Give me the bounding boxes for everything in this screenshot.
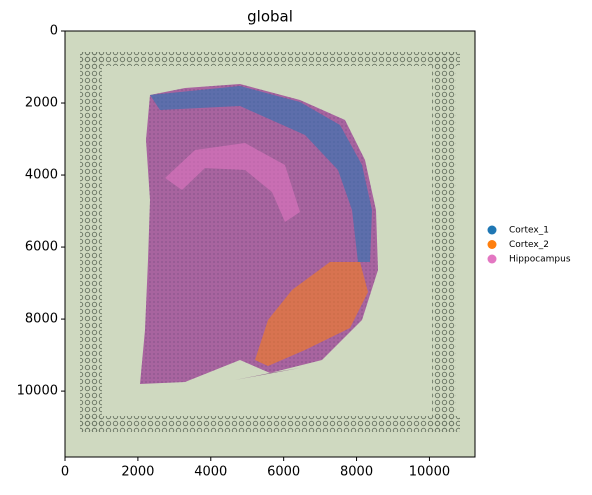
legend-label: Hippocampus xyxy=(509,255,571,265)
chart-title: global xyxy=(247,8,293,26)
y-tick-label: 8000 xyxy=(25,312,58,327)
x-tick-label: 8000 xyxy=(340,465,373,480)
x-tick-label: 2000 xyxy=(121,465,154,480)
legend-marker xyxy=(487,254,497,264)
legend-label: Cortex_2 xyxy=(509,240,549,250)
y-tick-label: 2000 xyxy=(25,96,58,111)
legend-marker xyxy=(487,240,497,249)
y-tick-label: 10000 xyxy=(17,384,58,399)
y-tick-label: 4000 xyxy=(25,168,58,183)
legend-label: Cortex_1 xyxy=(509,226,549,236)
spot-region xyxy=(150,86,372,262)
spot-region xyxy=(255,262,368,366)
x-tick-label: 6000 xyxy=(267,465,300,480)
x-tick-label: 4000 xyxy=(194,465,227,480)
x-tick-label: 0 xyxy=(61,465,69,480)
y-tick-label: 0 xyxy=(50,24,58,39)
y-tick-label: 6000 xyxy=(25,240,58,255)
spot-regions xyxy=(150,86,372,366)
plot-frame xyxy=(64,30,476,458)
spot-region xyxy=(165,143,300,222)
x-tick-label: 10000 xyxy=(409,465,450,480)
legend: Cortex_1 Cortex_2 Hippocampus xyxy=(487,225,571,265)
legend-marker xyxy=(487,225,497,235)
